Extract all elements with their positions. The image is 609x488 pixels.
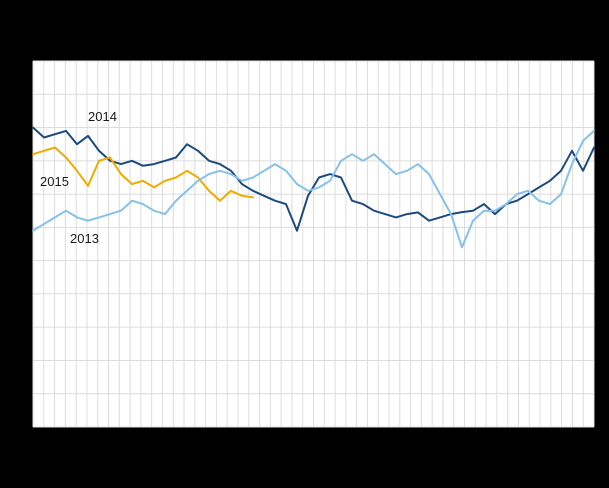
- gridlines: [32, 60, 595, 428]
- series-label-2015: 2015: [40, 174, 69, 189]
- series-lines: [32, 126, 595, 249]
- series-line-2014: [32, 126, 595, 232]
- series-line-2015: [32, 146, 254, 202]
- series-label-2014: 2014: [88, 109, 117, 124]
- series-line-2013: [32, 129, 595, 249]
- annotations: 2014 2015 2013: [40, 109, 117, 246]
- series-label-2013: 2013: [70, 231, 99, 246]
